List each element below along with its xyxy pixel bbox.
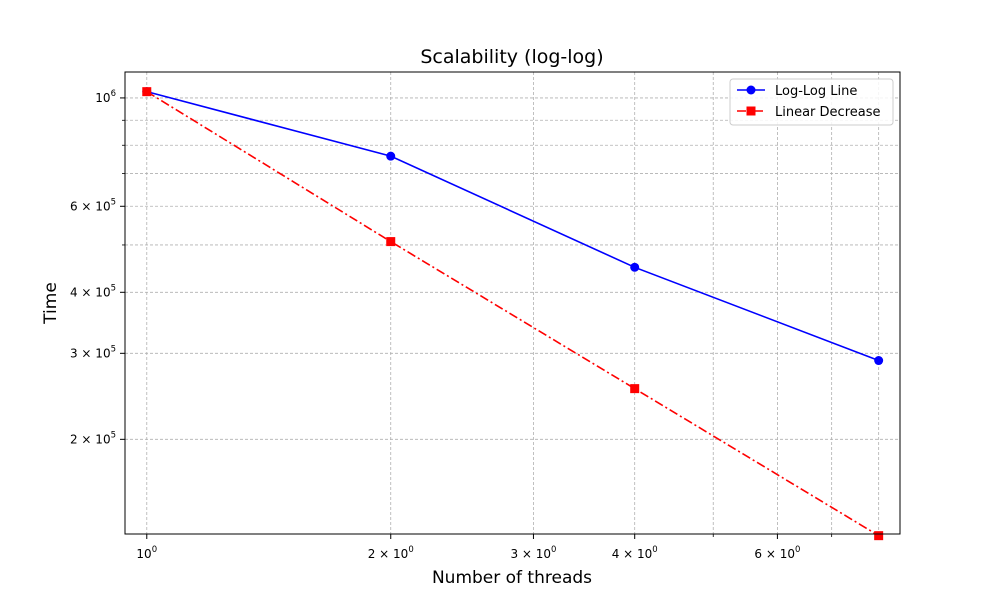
grid xyxy=(125,72,900,534)
series-line-linear-decrease xyxy=(146,90,880,537)
data-point-linear-decrease xyxy=(630,384,640,394)
axis-ticks: 100 2 × 100 3 × 100 4 × 100 6 × 100 2 × 105 3 … xyxy=(70,89,880,561)
y-tick-label: 4 × 105 xyxy=(70,283,116,299)
legend-marker-linear-decrease xyxy=(746,106,756,116)
x-tick-label: 100 xyxy=(136,545,157,561)
series-area xyxy=(142,87,884,541)
series-linear-decrease xyxy=(142,87,884,541)
series-line-log-log-line xyxy=(146,90,879,362)
plot-frame xyxy=(124,71,901,535)
legend-marker-shape xyxy=(746,106,756,116)
legend-label-linear-decrease: Linear Decrease xyxy=(775,105,881,120)
x-tick-label: 3 × 100 xyxy=(510,545,556,561)
chart-title: Scalability (log-log) xyxy=(420,46,603,68)
data-point-linear-decrease xyxy=(874,531,884,541)
x-tick-label: 2 × 100 xyxy=(368,545,414,561)
data-point-linear-decrease xyxy=(386,237,396,247)
legend-marker-shape xyxy=(746,85,756,95)
series-log-log-line xyxy=(142,87,884,366)
x-tick-label: 4 × 100 xyxy=(612,545,658,561)
y-tick-label: 6 × 105 xyxy=(70,197,116,213)
x-tick-label: 6 × 100 xyxy=(754,545,800,561)
legend-box xyxy=(729,78,894,126)
y-tick-label: 3 × 105 xyxy=(70,344,116,360)
data-point-log-log-line xyxy=(874,356,884,366)
y-tick-label: 2 × 105 xyxy=(70,430,116,446)
data-point-linear-decrease xyxy=(142,87,152,97)
y-tick-label: 106 xyxy=(95,89,116,105)
data-point-log-log-line xyxy=(630,262,640,272)
y-axis-label: Time xyxy=(41,282,61,325)
x-axis-label: Number of threads xyxy=(432,568,592,588)
legend-label-log-log: Log-Log Line xyxy=(775,84,857,99)
data-point-log-log-line xyxy=(386,151,396,161)
legend: Log-Log Line Linear Decrease xyxy=(729,78,894,126)
legend-marker-log-log xyxy=(746,85,756,95)
